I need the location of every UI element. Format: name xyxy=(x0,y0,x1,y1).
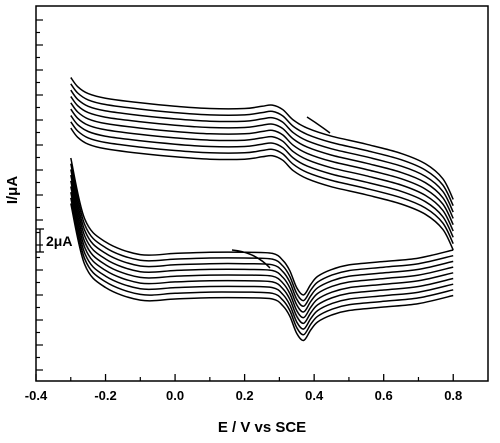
y-axis-title: I/μA xyxy=(4,176,21,205)
cv-anodic-branch xyxy=(70,77,454,200)
cv-cathodic-branch xyxy=(70,157,454,296)
cv-anodic-branch xyxy=(70,89,454,213)
x-axis-ticks: -0.4 -0.2 0.0 0.2 0.4 0.6 0.8 xyxy=(25,374,462,403)
cv-cathodic-branch xyxy=(70,192,454,330)
x-tick-label: 0.0 xyxy=(166,388,184,403)
cv-anodic-branch xyxy=(70,108,454,232)
cv-curves xyxy=(70,77,454,342)
cv-anodic-branch xyxy=(70,121,454,245)
lower-arrow-mark xyxy=(231,249,271,269)
x-tick-label: 0.4 xyxy=(305,388,324,403)
x-axis-title: E / V vs SCE xyxy=(218,419,306,436)
x-tick-label: 0.6 xyxy=(375,388,393,403)
x-tick-label: -0.2 xyxy=(94,388,116,403)
cv-cathodic-branch xyxy=(70,203,454,342)
cv-anodic-branch xyxy=(70,127,454,251)
x-tick-label: 0.8 xyxy=(444,388,462,403)
current-scale-bar: 2μA xyxy=(36,228,72,253)
cv-cathodic-branch xyxy=(70,174,454,313)
x-tick-label: 0.2 xyxy=(236,388,254,403)
y-axis-ticks xyxy=(36,19,43,371)
cv-cathodic-branch xyxy=(70,163,454,302)
scale-bar-label: 2μA xyxy=(46,233,72,249)
upper-arrow-mark xyxy=(306,116,331,134)
cv-anodic-branch xyxy=(70,102,454,226)
cv-cathodic-branch xyxy=(70,186,454,325)
cv-cathodic-branch xyxy=(70,169,454,307)
cv-cathodic-branch xyxy=(70,180,454,319)
cv-anodic-branch xyxy=(70,115,454,238)
cv-anodic-branch xyxy=(70,96,454,219)
plot-frame xyxy=(35,5,489,382)
cv-anodic-branch xyxy=(70,83,454,207)
cv-cathodic-branch xyxy=(70,197,454,336)
x-tick-label: -0.4 xyxy=(25,388,48,403)
